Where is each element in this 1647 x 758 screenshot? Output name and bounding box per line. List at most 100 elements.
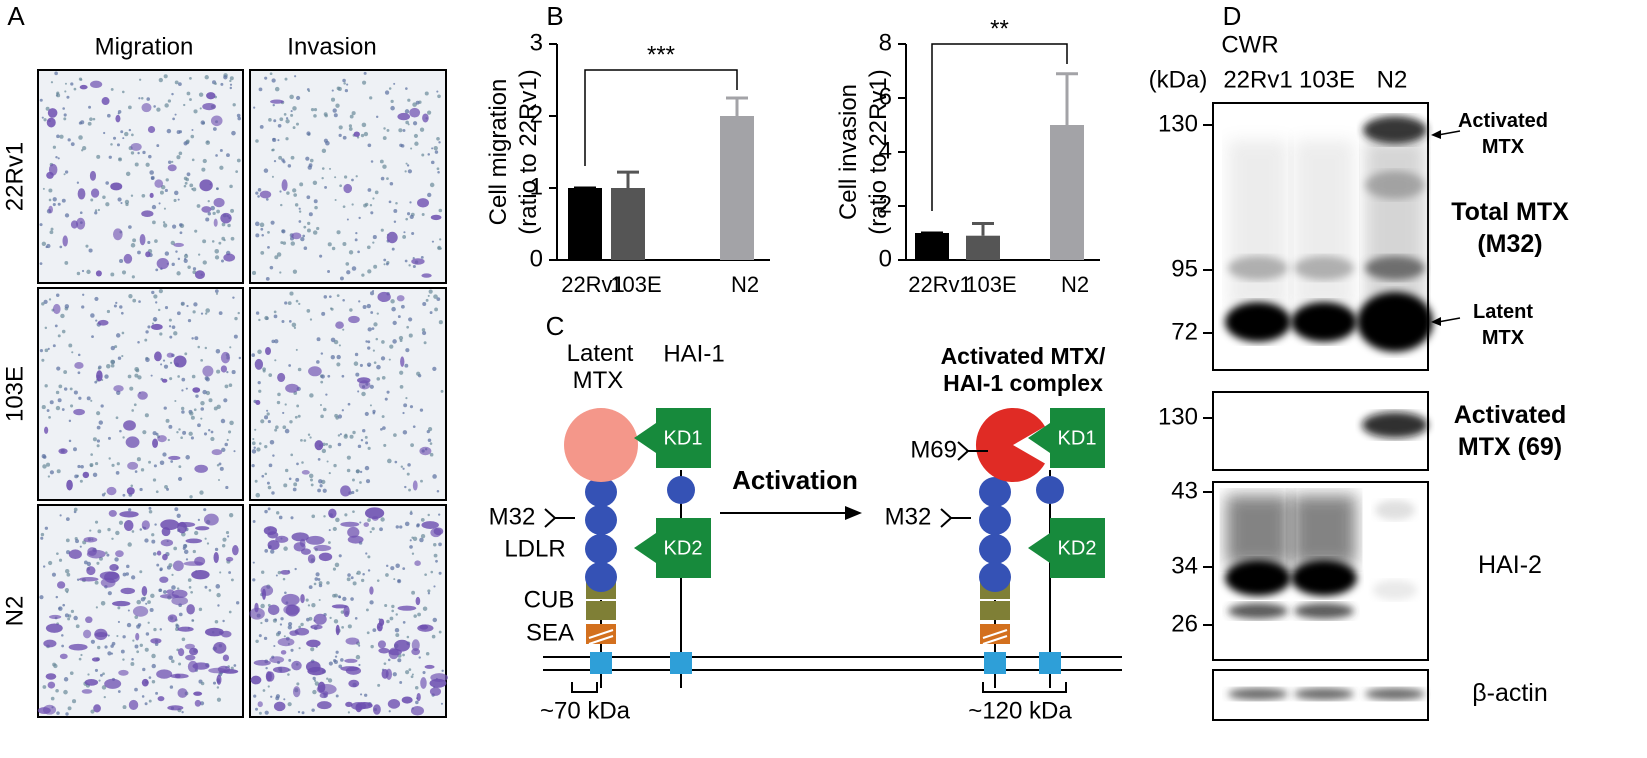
cell-blob xyxy=(388,648,402,656)
cell-dot xyxy=(174,113,177,116)
cell-dot xyxy=(419,408,424,412)
cell-dot xyxy=(276,511,280,515)
cell-blob xyxy=(210,115,223,127)
tm-domain xyxy=(670,652,692,674)
cell-dot xyxy=(346,468,351,473)
cell-dot xyxy=(140,597,146,602)
micrograph xyxy=(249,287,447,501)
band xyxy=(1228,603,1288,619)
cell-blob xyxy=(300,548,311,555)
cell-dot xyxy=(229,79,232,83)
cell-dot xyxy=(323,515,326,518)
cell-blob xyxy=(162,553,168,561)
cell-dot xyxy=(70,609,75,613)
cell-dot xyxy=(338,133,342,138)
cell-dot xyxy=(207,211,212,216)
cell-dot xyxy=(61,644,64,648)
cell-blob xyxy=(429,678,447,688)
cell-dot xyxy=(365,608,369,612)
band xyxy=(1365,256,1425,280)
label: D xyxy=(1223,1,1242,31)
cell-dot xyxy=(230,578,234,582)
cell-dot xyxy=(327,242,332,247)
cell-dot xyxy=(153,464,157,468)
cell-dot xyxy=(136,457,141,462)
cell-blob xyxy=(400,356,405,367)
micrograph xyxy=(249,69,447,284)
cell-dot xyxy=(169,685,174,689)
cell-blob xyxy=(139,233,146,246)
cell-dot xyxy=(148,506,152,510)
cell-dot xyxy=(92,117,96,121)
cell-dot xyxy=(288,658,292,662)
cell-dot xyxy=(436,297,441,302)
cell-dot xyxy=(337,414,343,419)
cell-dot xyxy=(41,302,45,306)
cell-dot xyxy=(435,559,438,563)
cell-dot xyxy=(147,621,150,624)
cell-blob xyxy=(206,92,216,100)
cell-blob xyxy=(313,613,327,625)
cell-dot xyxy=(184,352,188,356)
cell-dot xyxy=(58,384,63,389)
cell-dot xyxy=(406,325,409,329)
cell-dot xyxy=(264,549,269,553)
cell-dot xyxy=(40,532,45,537)
cell-dot xyxy=(134,644,139,649)
cell-blob xyxy=(62,235,68,247)
cell-dot xyxy=(110,87,114,91)
cell-dot xyxy=(405,670,410,675)
cell-dot xyxy=(173,198,177,202)
cell-dot xyxy=(230,208,235,213)
cell-dot xyxy=(321,167,325,170)
cell-dot xyxy=(433,553,438,558)
cell-blob xyxy=(364,507,385,519)
cell-blob xyxy=(48,205,53,214)
cell-dot xyxy=(217,604,220,607)
cell-blob xyxy=(166,352,174,358)
cell-dot xyxy=(274,255,279,260)
cell-dot xyxy=(357,250,360,254)
pointer xyxy=(1437,130,1461,136)
cell-dot xyxy=(186,91,191,96)
cell-dot xyxy=(374,190,379,195)
cell-dot xyxy=(50,227,54,231)
cell-dot xyxy=(285,117,289,120)
cell-dot xyxy=(159,332,163,336)
cell-dot xyxy=(54,324,58,328)
cell-dot xyxy=(139,643,143,647)
cell-blob xyxy=(192,387,201,393)
cell-dot xyxy=(379,527,383,532)
cell-dot xyxy=(216,369,221,374)
cell-dot xyxy=(138,97,141,100)
cell-dot xyxy=(135,368,140,373)
cell-dot xyxy=(200,358,204,362)
cell-dot xyxy=(174,190,179,196)
cell-dot xyxy=(321,311,326,316)
cell-dot xyxy=(44,348,49,353)
cell-dot xyxy=(199,490,204,495)
cell-dot xyxy=(369,291,375,296)
label: (kDa) xyxy=(1149,66,1208,93)
cell-dot xyxy=(428,427,433,432)
cell-dot xyxy=(155,490,159,494)
cell-dot xyxy=(212,127,217,131)
blot-label-line: Total MTX xyxy=(1451,198,1569,226)
cell-dot xyxy=(186,172,191,177)
cell-blob xyxy=(273,701,286,712)
cell-dot xyxy=(57,334,61,338)
cell-dot xyxy=(310,483,314,487)
cell-dot xyxy=(69,671,74,676)
cell-dot xyxy=(403,231,406,234)
cell-dot xyxy=(412,264,416,269)
cell-dot xyxy=(407,169,413,174)
cell-dot xyxy=(134,373,139,378)
cell-dot xyxy=(267,230,270,234)
cell-dot xyxy=(355,175,358,178)
cell-dot xyxy=(382,136,387,140)
cell-dot xyxy=(281,319,285,324)
cell-dot xyxy=(68,343,73,348)
cell-dot xyxy=(76,578,80,581)
cell-dot xyxy=(220,418,226,424)
